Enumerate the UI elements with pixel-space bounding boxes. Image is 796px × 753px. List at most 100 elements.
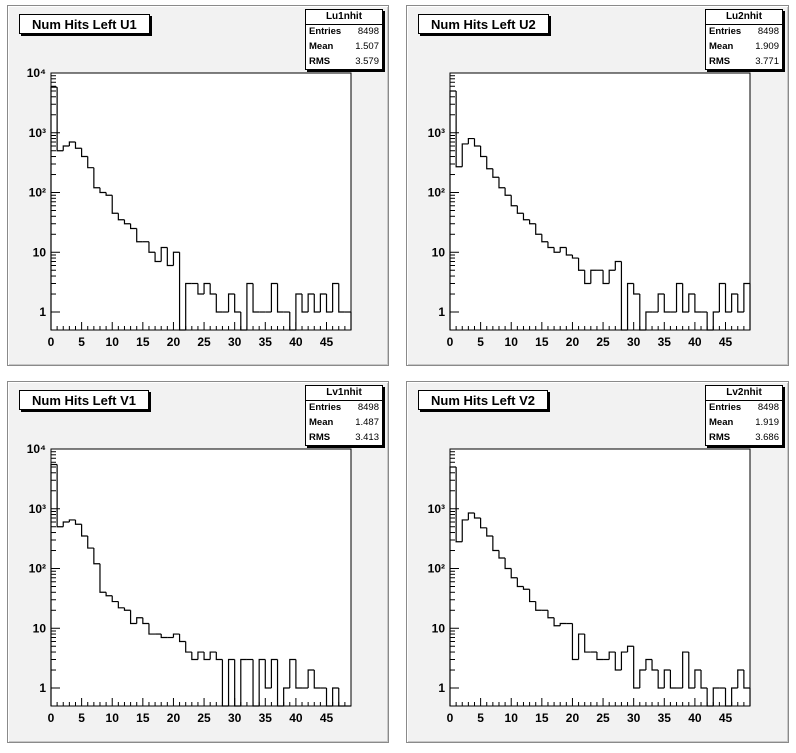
histogram-bin xyxy=(731,293,738,313)
histogram-bin xyxy=(504,557,512,570)
histogram-bin xyxy=(559,622,567,626)
histogram-bin xyxy=(252,283,260,313)
stats-rms: 3.771 xyxy=(755,56,779,67)
y-tick-label: 10⁴ xyxy=(27,442,46,456)
stats-rms: 3.579 xyxy=(355,56,379,67)
histogram-bin xyxy=(688,293,695,313)
histogram-bin xyxy=(682,283,689,313)
x-tick-label: 10 xyxy=(505,711,519,725)
histogram-bin xyxy=(99,187,107,194)
y-tick-label: 10³ xyxy=(428,502,445,516)
stats-rms: 3.413 xyxy=(355,432,379,443)
histogram-bin xyxy=(467,512,475,520)
histogram-bin xyxy=(123,219,131,225)
histogram-bin xyxy=(81,524,88,537)
histogram-bin xyxy=(93,548,100,565)
histogram-bin xyxy=(663,669,671,689)
stats-mean-row: Mean 1.919 xyxy=(706,415,782,430)
histogram-bin xyxy=(614,652,622,671)
histogram-bin xyxy=(626,282,634,330)
histogram-bin xyxy=(209,283,217,295)
histogram-bin xyxy=(455,90,463,168)
histogram-bin xyxy=(584,270,591,285)
histogram-bin xyxy=(712,311,720,330)
histogram-bin xyxy=(743,670,750,689)
stats-box: Lu1nhit Entries 8498 Mean 1.507 RMS 3.579 xyxy=(305,9,383,70)
histogram-bin xyxy=(154,252,162,263)
histogram-bin xyxy=(480,518,487,529)
histogram-bin xyxy=(498,177,506,189)
histogram-bin xyxy=(56,87,64,152)
x-tick-label: 10 xyxy=(106,335,120,349)
histogram-bin xyxy=(227,658,235,706)
x-tick-label: 30 xyxy=(627,711,641,725)
histogram-title: Num Hits Left V1 xyxy=(19,390,150,410)
histogram-bin xyxy=(289,658,296,689)
y-tick-label: 10³ xyxy=(428,126,445,140)
x-tick-label: 35 xyxy=(658,711,672,725)
histogram-bin xyxy=(528,589,536,603)
histogram-bin xyxy=(246,282,254,330)
histogram-bin xyxy=(307,669,315,689)
histogram-bin xyxy=(56,464,64,528)
x-tick-label: 20 xyxy=(167,335,181,349)
histogram-bin xyxy=(148,623,156,635)
x-tick-label: 20 xyxy=(566,335,580,349)
histogram-bin xyxy=(688,652,695,689)
y-tick-label: 10³ xyxy=(29,502,46,516)
histogram-bin xyxy=(694,669,702,689)
y-tick-label: 1 xyxy=(39,305,46,319)
histogram-bin xyxy=(608,269,616,284)
histogram-bin xyxy=(99,563,107,593)
histogram-bin xyxy=(270,658,278,689)
histogram-bin xyxy=(492,168,499,178)
histogram-bin xyxy=(577,633,585,660)
stats-entries-row: Entries 8498 xyxy=(309,26,379,37)
histogram-bin xyxy=(62,521,70,527)
histogram-bin xyxy=(602,270,610,285)
histogram-bin xyxy=(283,687,290,706)
stats-rms-row: RMS 3.686 xyxy=(706,430,782,445)
histogram-title: Num Hits Left U1 xyxy=(19,14,150,34)
histogram-title: Num Hits Left U2 xyxy=(418,14,549,34)
histogram-bin xyxy=(87,156,94,169)
histogram-bin xyxy=(276,283,284,313)
histogram-bin xyxy=(492,535,499,552)
histogram-bin xyxy=(712,687,720,706)
histogram-bin xyxy=(614,260,622,271)
histogram-bin xyxy=(516,205,524,214)
histogram-bin xyxy=(577,258,585,271)
stats-rms-row: RMS 3.413 xyxy=(306,430,382,445)
x-tick-label: 5 xyxy=(78,711,85,725)
histogram-bin xyxy=(301,294,309,313)
histogram-bin xyxy=(215,652,223,661)
x-tick-label: 25 xyxy=(197,335,211,349)
histogram-bin xyxy=(81,148,88,158)
histogram-bin xyxy=(74,519,82,525)
histogram-bin xyxy=(295,293,303,330)
histogram-bin xyxy=(172,251,180,266)
histogram-bin xyxy=(332,282,339,313)
histogram-bin xyxy=(731,687,738,706)
histogram-bin xyxy=(227,293,235,313)
histogram-bin xyxy=(197,651,205,660)
histogram-v2-plot: 0 5 10 15 20 25 30 35 40 45 1 10 10² 10³ xyxy=(428,448,751,725)
histogram-bin xyxy=(319,293,327,313)
x-tick-label: 35 xyxy=(259,711,273,725)
histogram-v1-plot: 0 5 10 15 20 25 30 35 40 45 1 10 10² 10³ 10⁴ xyxy=(27,442,352,725)
histogram-bin xyxy=(522,586,530,590)
histogram-panel-v1: 0 5 10 15 20 25 30 35 40 45 1 10 10² 10³ 10⁴ Num Hits … xyxy=(7,381,389,743)
stats-name: Lu1nhit xyxy=(306,10,382,25)
x-tick-label: 10 xyxy=(505,335,519,349)
histogram-bin xyxy=(547,241,555,249)
stats-mean-row: Mean 1.909 xyxy=(706,39,782,54)
y-tick-label: 10⁴ xyxy=(27,66,46,80)
histogram-bin xyxy=(498,550,506,559)
histogram-bin xyxy=(105,592,113,597)
x-tick-label: 45 xyxy=(719,711,733,725)
histogram-bin xyxy=(178,634,186,643)
histogram-bin xyxy=(694,294,702,313)
y-tick-label: 10 xyxy=(33,621,47,635)
histogram-bin xyxy=(553,247,561,253)
x-tick-label: 0 xyxy=(447,711,454,725)
